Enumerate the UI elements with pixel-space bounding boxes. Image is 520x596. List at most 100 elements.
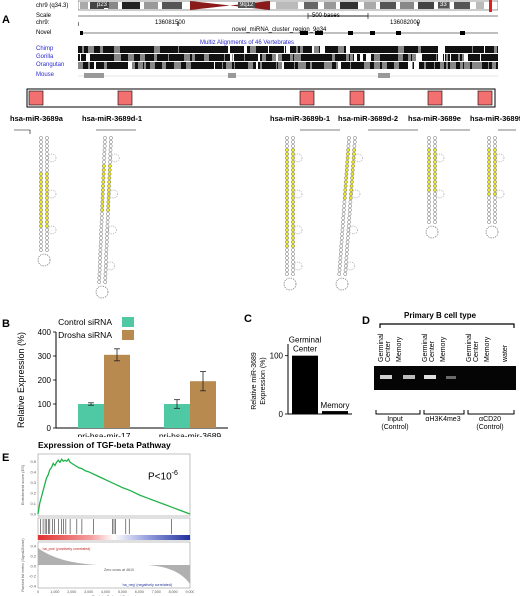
gel-group-h3k4me3: αH3K4me3 <box>420 416 466 424</box>
track-gap <box>204 54 207 61</box>
category-label: pri-hsa-mir-17 <box>78 431 131 437</box>
nucleotide <box>101 184 105 188</box>
nucleotide <box>487 204 491 208</box>
nucleotide <box>343 184 348 188</box>
nucleotide <box>346 148 350 152</box>
nucleotide <box>291 156 295 160</box>
nucleotide <box>45 148 49 152</box>
nucleotide <box>427 188 431 192</box>
nucleotide <box>291 220 295 224</box>
band-label-33: 33 <box>438 2 449 8</box>
chart-panel-c: 0 100 Relative miR-3689 Expression (%) Germi… <box>251 336 352 419</box>
nucleotide <box>352 148 356 152</box>
nucleotide <box>487 220 491 224</box>
bulge-loop <box>109 189 118 199</box>
nucleotide <box>285 160 289 164</box>
nucleotide <box>427 212 431 216</box>
gel-lane-label: Germinal Center <box>466 333 480 362</box>
nucleotide <box>427 156 431 160</box>
group-label: αH3K4me3 <box>425 416 461 423</box>
nucleotide <box>342 208 346 212</box>
track-gap <box>282 62 284 69</box>
es-tick-label: 0.1 <box>30 501 36 506</box>
nucleotide <box>45 220 49 224</box>
nucleotide <box>39 248 43 252</box>
nucleotide <box>344 172 349 176</box>
nucleotide <box>340 232 344 236</box>
mirna-block <box>477 90 493 106</box>
track-gap <box>232 54 233 61</box>
nucleotide <box>106 204 111 208</box>
nucleotide <box>103 136 107 140</box>
nucleotide <box>97 268 102 272</box>
nucleotide <box>99 224 104 228</box>
nucleotide <box>285 140 289 144</box>
nucleotide <box>339 240 344 244</box>
mirna-block <box>427 90 443 106</box>
nucleotide <box>291 268 295 272</box>
bar <box>78 404 104 428</box>
nucleotide <box>291 232 295 236</box>
nucleotide <box>108 144 113 148</box>
band-label-9q12: 9q12 <box>238 2 256 8</box>
track-gap <box>180 62 181 69</box>
bulge-loop <box>47 225 57 235</box>
nucleotide <box>45 232 49 236</box>
gel-group-input: Input (Control) <box>374 416 416 432</box>
scale-bar-text: 500 bases <box>312 13 340 19</box>
track-gap <box>364 62 370 69</box>
nucleotide <box>291 216 295 220</box>
nucleotide <box>340 228 345 232</box>
nucleotide <box>291 188 295 192</box>
track-gap <box>290 54 293 61</box>
track-gap <box>472 62 477 69</box>
rank-axis-label: Ranked list metric (Signal2Noise) <box>21 538 25 591</box>
nucleotide <box>348 196 353 200</box>
track-gap <box>296 46 298 53</box>
nucleotide <box>108 160 112 164</box>
nucleotide <box>107 168 112 172</box>
track-gap <box>294 54 296 61</box>
y-tick-label: 100 <box>38 400 52 409</box>
nucleotide <box>342 200 347 204</box>
nucleotide <box>291 208 295 212</box>
track-gap <box>434 62 435 69</box>
hairpin-connectors <box>14 129 516 134</box>
track-gap <box>276 62 277 69</box>
nucleotide <box>39 216 43 220</box>
track-gap <box>440 62 444 69</box>
nucleotide <box>98 252 103 256</box>
nucleotide <box>109 136 113 140</box>
nucleotide <box>285 236 289 240</box>
track-gap <box>412 54 416 61</box>
nucleotide <box>338 256 343 260</box>
novel-label: Novel <box>36 30 52 36</box>
bulge-loop <box>435 189 445 199</box>
nucleotide <box>350 168 355 172</box>
nucleotide <box>285 144 289 148</box>
nucleotide <box>291 172 295 176</box>
nucleotide <box>39 204 43 208</box>
nucleotide <box>347 216 352 220</box>
nucleotide <box>487 212 491 216</box>
nucleotide <box>45 152 49 156</box>
gsea-plot: 0.5 0.4 0.3 0.2 0.1 0.0 Enrichment score (ES) 0… <box>20 453 194 596</box>
gel-band <box>424 375 436 379</box>
nucleotide <box>348 200 353 204</box>
track-gap <box>132 62 135 69</box>
bulge-loop <box>293 189 303 199</box>
y-tick-label: 100 <box>270 352 284 361</box>
nucleotide <box>427 200 431 204</box>
nucleotide <box>493 180 497 184</box>
track-gap <box>154 62 155 69</box>
chart-panel-b: 0 100 200 300 400 Relative Expression (%) pri-… <box>16 317 228 437</box>
track-gap <box>346 54 349 61</box>
nucleotide <box>493 160 497 164</box>
hairpin <box>425 136 445 239</box>
coord-2: 136082000 <box>390 20 421 26</box>
track-gap <box>154 46 160 53</box>
x-axis-label: Rank in Ordered Dataset <box>92 594 137 596</box>
track-gap <box>298 54 301 61</box>
track-gap <box>186 62 191 69</box>
nucleotide <box>45 192 49 196</box>
